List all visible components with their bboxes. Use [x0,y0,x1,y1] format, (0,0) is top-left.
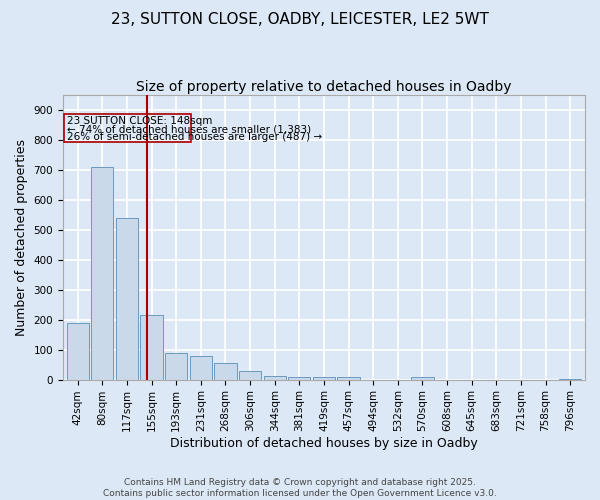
Bar [263,376,286,380]
Text: 23, SUTTON CLOSE, OADBY, LEICESTER, LE2 5WT: 23, SUTTON CLOSE, OADBY, LEICESTER, LE2 … [111,12,489,28]
Bar [239,370,261,380]
Text: Contains HM Land Registry data © Crown copyright and database right 2025.
Contai: Contains HM Land Registry data © Crown c… [103,478,497,498]
Bar [116,218,138,380]
Bar [64,114,191,142]
Bar [412,377,434,380]
Bar [288,377,310,380]
Bar [91,167,113,380]
Bar [190,356,212,380]
Bar [559,378,581,380]
Bar [140,315,163,380]
Bar [337,377,359,380]
Bar [313,377,335,380]
Bar [165,353,187,380]
Y-axis label: Number of detached properties: Number of detached properties [15,139,28,336]
X-axis label: Distribution of detached houses by size in Oadby: Distribution of detached houses by size … [170,437,478,450]
Bar [214,363,236,380]
Bar [67,322,89,380]
Title: Size of property relative to detached houses in Oadby: Size of property relative to detached ho… [136,80,512,94]
Text: 23 SUTTON CLOSE: 148sqm: 23 SUTTON CLOSE: 148sqm [67,116,212,126]
Text: 26% of semi-detached houses are larger (487) →: 26% of semi-detached houses are larger (… [67,132,322,142]
Text: ← 74% of detached houses are smaller (1,383): ← 74% of detached houses are smaller (1,… [67,124,311,134]
